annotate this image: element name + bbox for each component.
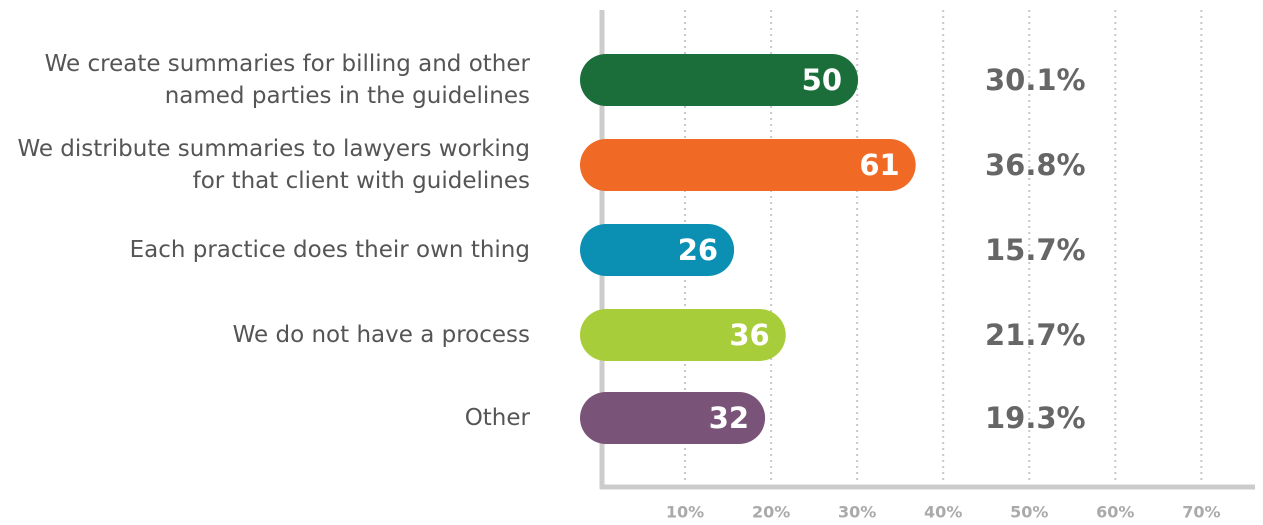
bar	[580, 139, 916, 191]
x-tick-label: 50%	[1010, 503, 1048, 522]
category-label: Each practice does their own thing	[129, 237, 530, 263]
category-label: We create summaries for billing and othe…	[44, 51, 530, 109]
category-label: We distribute summaries to lawyers worki…	[17, 136, 530, 194]
category-label: Other	[464, 405, 530, 431]
bar-count-label: 61	[859, 148, 899, 182]
bar-count-label: 32	[709, 401, 749, 435]
x-tick-label: 60%	[1096, 503, 1134, 522]
bar	[580, 309, 786, 361]
bar	[580, 392, 766, 444]
bar-count-label: 26	[678, 233, 718, 267]
x-tick-label: 30%	[838, 503, 876, 522]
bar-count-label: 50	[802, 63, 842, 97]
category-label: We do not have a process	[232, 322, 530, 348]
x-tick-label: 70%	[1182, 503, 1220, 522]
value-label: 36.8%	[985, 148, 1086, 182]
value-label: 15.7%	[985, 233, 1086, 267]
x-tick-label: 20%	[752, 503, 790, 522]
value-label: 30.1%	[985, 63, 1086, 97]
bar	[580, 54, 859, 106]
bar-count-label: 36	[729, 318, 769, 352]
value-label: 19.3%	[985, 401, 1086, 435]
value-label: 21.7%	[985, 318, 1086, 352]
x-tick-label: 40%	[924, 503, 962, 522]
x-tick-label: 10%	[666, 503, 704, 522]
bar	[580, 224, 735, 276]
